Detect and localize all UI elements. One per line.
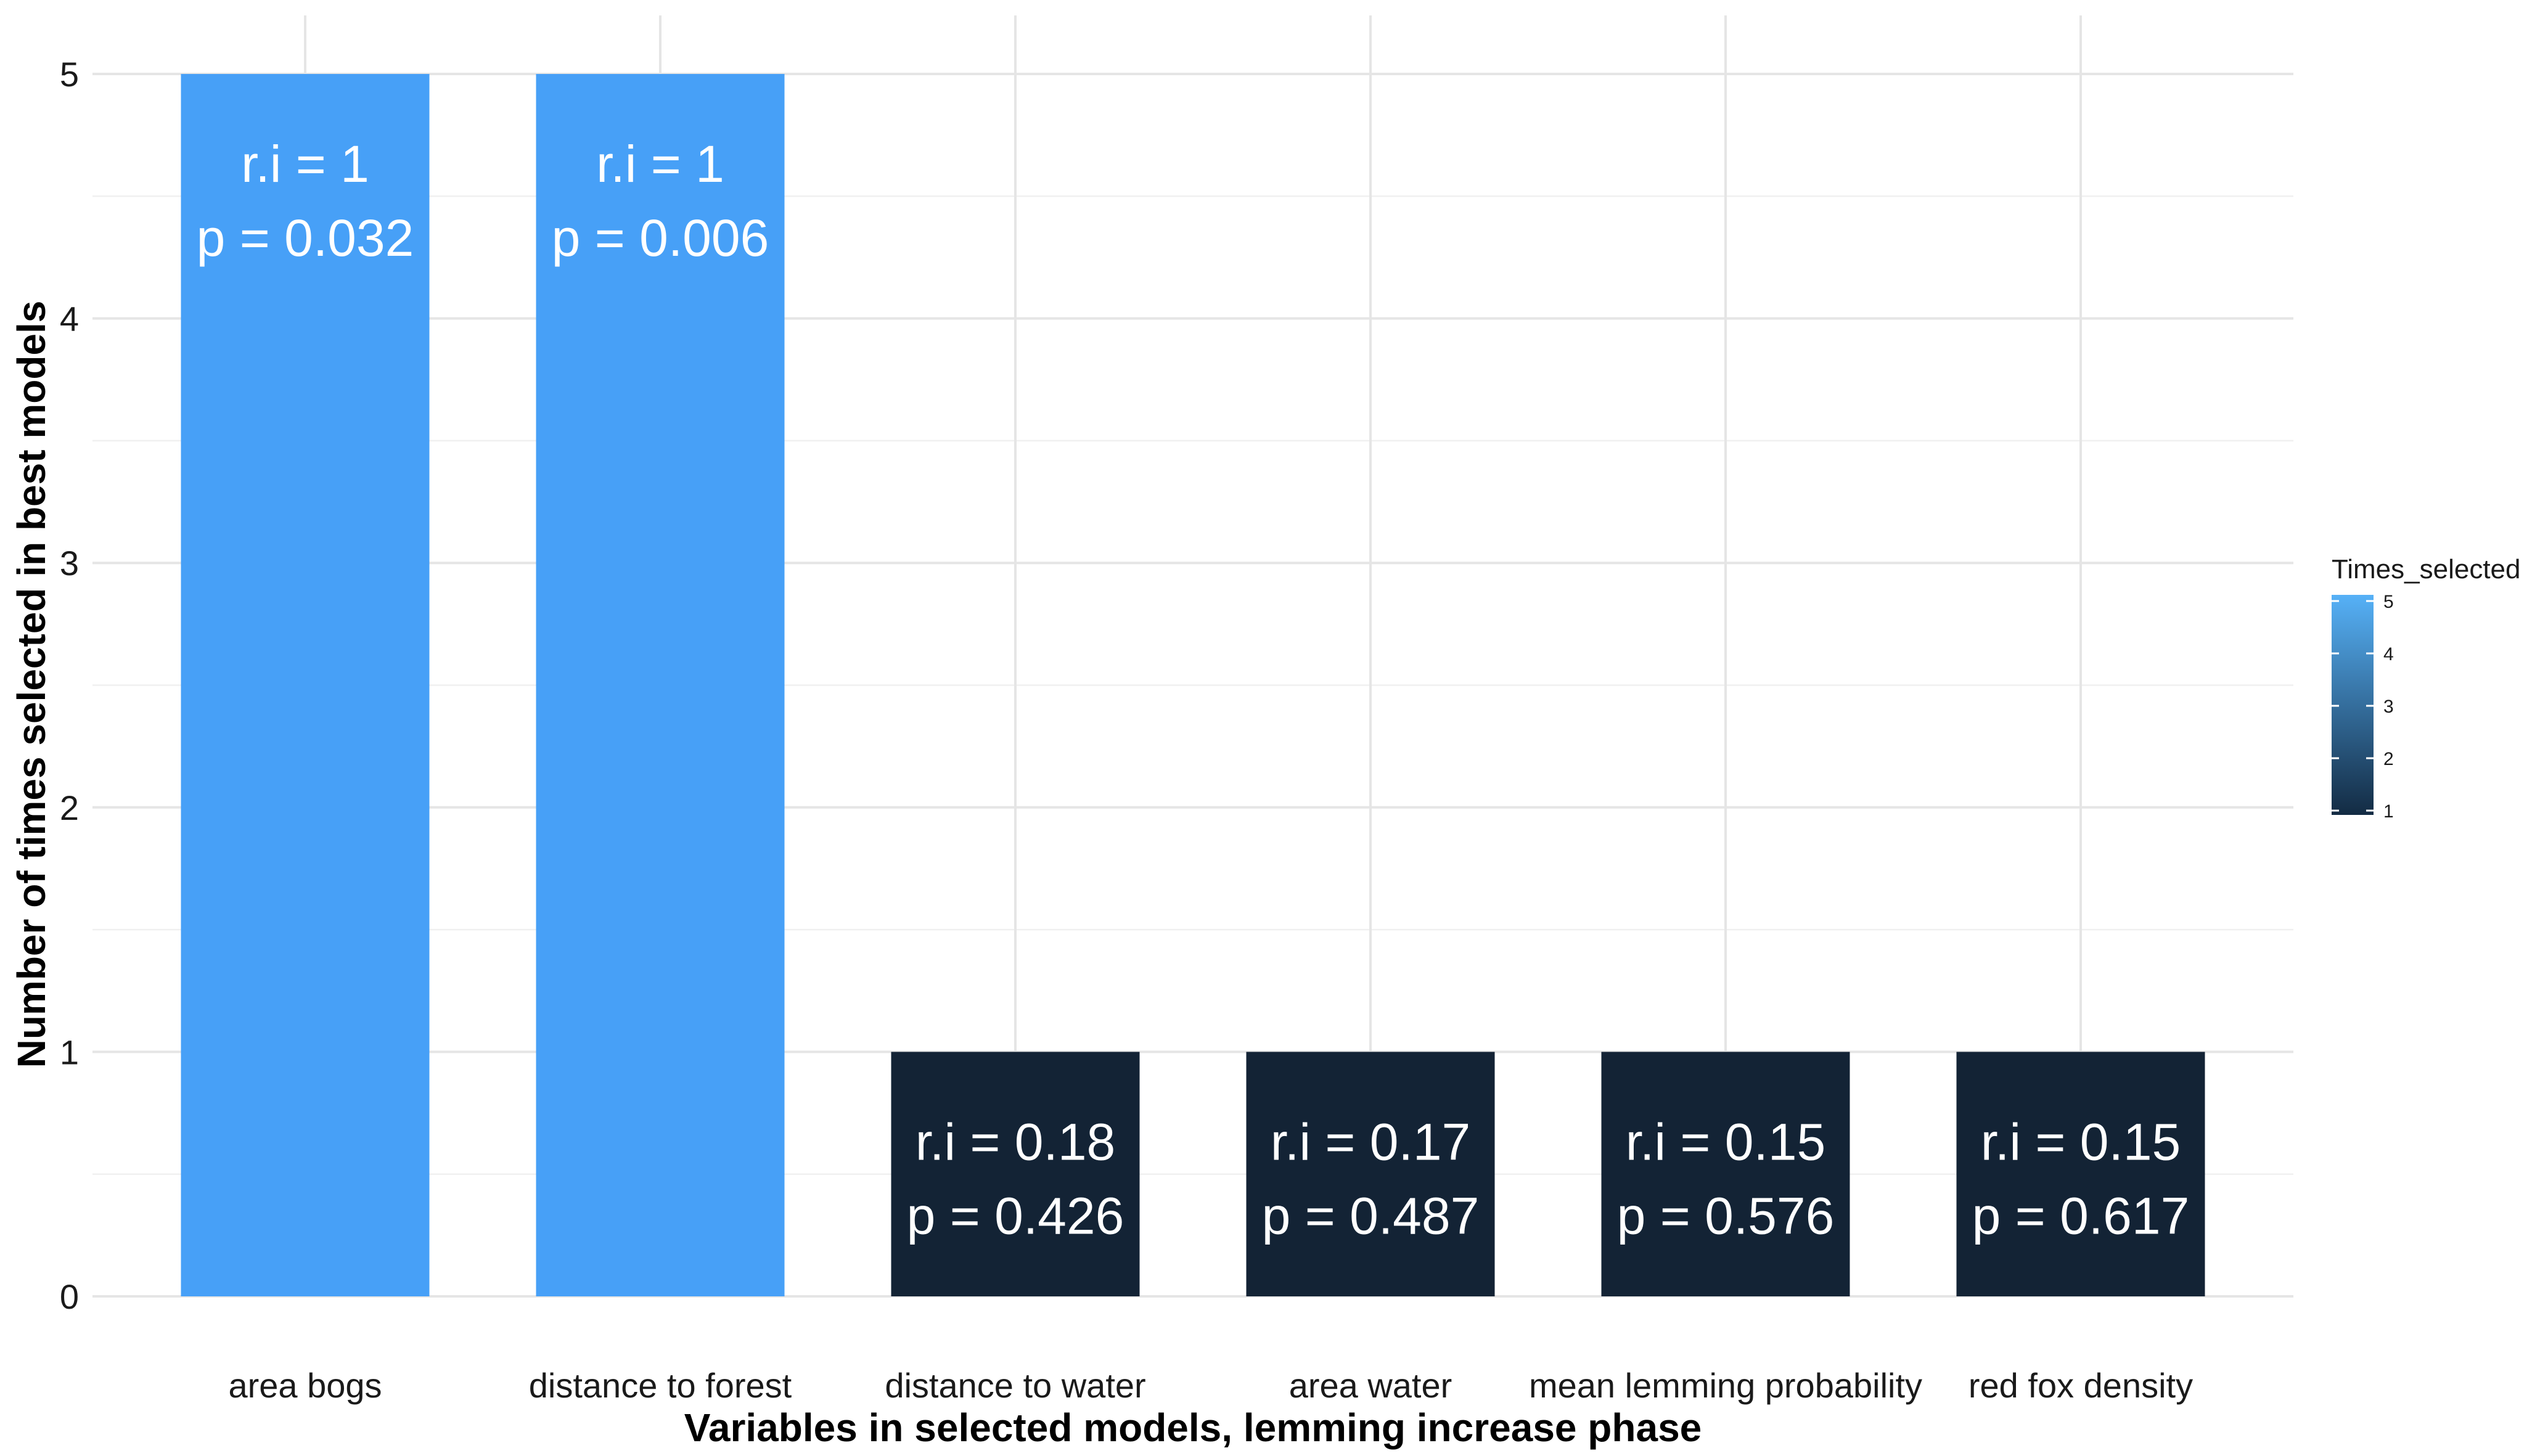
bar-data-label: r.i = 1: [241, 135, 369, 193]
bar: [1601, 1052, 1850, 1296]
bar: [891, 1052, 1140, 1296]
y-tick-label: 0: [60, 1277, 79, 1316]
bar-labels: r.i = 1 p = 0.032 r.i = 1 p = 0.006 r.i = 0.…: [197, 135, 2190, 1245]
x-tick-label: red fox density: [1968, 1366, 2193, 1405]
bar-data-label: r.i = 0.15: [1626, 1113, 1826, 1171]
bar: [1956, 1052, 2205, 1296]
x-axis-title: Variables in selected models, lemming in…: [684, 1405, 1702, 1450]
x-tick-label: distance to water: [885, 1366, 1145, 1405]
bar-data-label: r.i = 0.15: [1981, 1113, 2181, 1171]
y-tick-label: 1: [60, 1033, 79, 1071]
bar-data-label: p = 0.617: [1972, 1187, 2190, 1245]
bar: [536, 74, 785, 1296]
y-axis-title: Number of times selected in best models: [9, 301, 54, 1068]
legend-tick-label: 2: [2383, 749, 2394, 769]
bar-data-label: r.i = 0.17: [1271, 1113, 1471, 1171]
x-tick-label: area water: [1289, 1366, 1452, 1405]
bar: [1246, 1052, 1495, 1296]
legend-title: Times_selected: [2332, 554, 2521, 584]
y-tick-label: 4: [60, 300, 79, 338]
legend-ticks: 1 2 3 4 5: [2332, 592, 2394, 822]
x-tick-label: area bogs: [228, 1366, 382, 1405]
bar-data-label: r.i = 0.18: [916, 1113, 1116, 1171]
bar-data-label: p = 0.576: [1617, 1187, 1835, 1245]
legend: Times_selected 1 2 3 4 5: [2332, 554, 2521, 822]
y-axis-tick-labels: 0 1 2 3 4 5: [60, 55, 79, 1316]
bars: [181, 74, 2205, 1296]
legend-tick-label: 4: [2383, 644, 2394, 665]
bar-data-label: p = 0.426: [907, 1187, 1124, 1245]
legend-tick-label: 3: [2383, 697, 2394, 717]
y-tick-label: 5: [60, 55, 79, 94]
legend-tick-label: 5: [2383, 592, 2394, 612]
y-tick-label: 3: [60, 544, 79, 583]
bar: [181, 74, 430, 1296]
bar-data-label: r.i = 1: [596, 135, 724, 193]
bar-data-label: p = 0.032: [197, 209, 414, 267]
bar-data-label: p = 0.487: [1262, 1187, 1480, 1245]
bar-data-label: p = 0.006: [552, 209, 769, 267]
x-axis-tick-labels: area bogs distance to forest distance to w…: [228, 1366, 2193, 1405]
y-tick-label: 2: [60, 788, 79, 827]
x-tick-label: mean lemming probability: [1529, 1366, 1922, 1405]
x-tick-label: distance to forest: [529, 1366, 792, 1405]
legend-tick-label: 1: [2383, 801, 2394, 822]
